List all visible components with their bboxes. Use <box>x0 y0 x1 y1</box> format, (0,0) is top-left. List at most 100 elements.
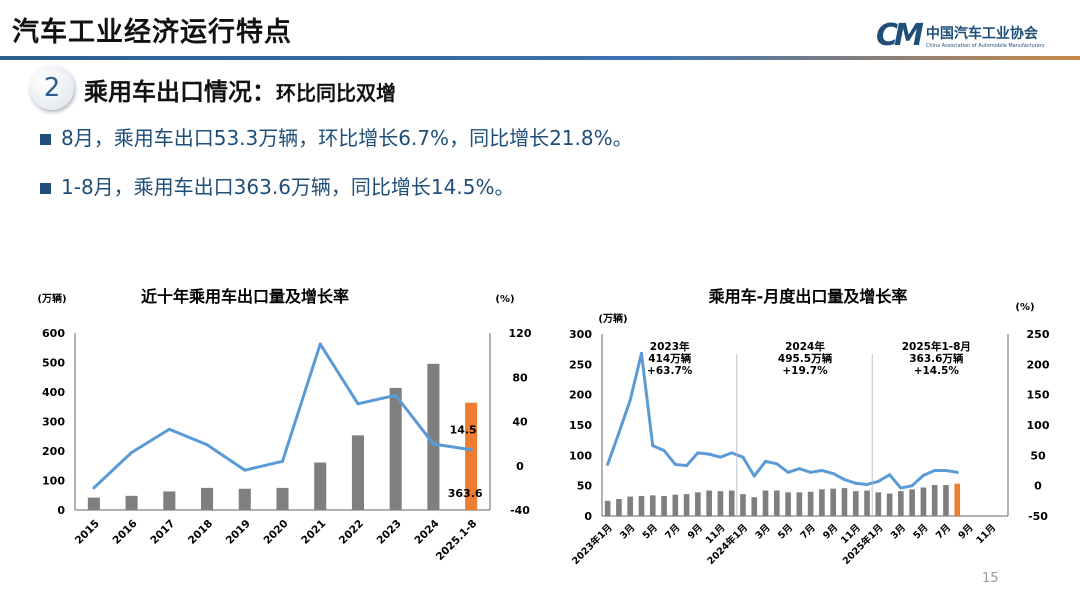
y2-tick-label: 100 <box>1027 419 1050 432</box>
line-point <box>797 467 801 471</box>
x-tick-label: 7月 <box>663 522 682 541</box>
header-divider <box>0 56 1080 60</box>
bar <box>740 494 746 516</box>
line-point <box>685 464 689 468</box>
line-point <box>356 402 360 406</box>
line-point <box>628 398 632 402</box>
y-tick-label: 100 <box>569 449 592 462</box>
data-label-growth: 14.5 <box>450 424 477 437</box>
line-point <box>696 451 700 455</box>
bar <box>852 491 859 516</box>
y-tick-label: 300 <box>569 328 592 341</box>
annotation-text: 2023年 <box>650 340 690 353</box>
bar <box>830 488 837 516</box>
bar <box>886 493 893 516</box>
annotation-text: 2025年1-8月 <box>902 340 971 353</box>
bar <box>87 497 100 510</box>
bar <box>238 488 251 510</box>
y-tick-label: 50 <box>577 480 593 493</box>
line-point <box>910 484 914 488</box>
section-title-main: 乘用车出口情况： <box>84 78 276 106</box>
growth-line <box>606 351 958 490</box>
bar <box>819 489 825 516</box>
line-point <box>809 470 813 474</box>
logo-cn: 中国汽车工业协会 <box>925 25 1038 42</box>
y2-tick-label: -50 <box>1028 510 1048 523</box>
chart-title: 近十年乘用车出口量及增长率 <box>141 287 349 306</box>
bar <box>695 492 701 516</box>
line-point <box>673 462 677 466</box>
line-point <box>662 448 666 452</box>
x-tick-label: 2016 <box>111 518 140 547</box>
bar <box>125 495 138 510</box>
line-point <box>888 473 892 477</box>
line-point <box>167 427 171 431</box>
line-point <box>651 444 655 448</box>
y2-tick-label: 80 <box>512 371 528 384</box>
y-tick-label: 300 <box>42 416 65 429</box>
bar <box>706 490 712 516</box>
bar <box>785 492 791 516</box>
line-point <box>606 462 610 466</box>
y-tick-label: 100 <box>42 475 65 488</box>
bar <box>807 491 814 516</box>
bar <box>841 488 848 516</box>
bar <box>638 495 645 516</box>
annotation-text: +14.5% <box>914 365 960 377</box>
y-tick-label: 150 <box>569 419 592 432</box>
y2-tick-label: 0 <box>516 460 524 473</box>
y-tick-label: 200 <box>569 389 592 402</box>
line-point <box>707 452 711 456</box>
annotation-text: 363.6万辆 <box>909 352 964 365</box>
line-point <box>865 482 869 486</box>
bar <box>465 402 478 510</box>
section-number: 2 <box>30 66 74 110</box>
bar <box>201 487 214 510</box>
bar <box>314 462 327 510</box>
logo-mark: CM <box>876 18 924 53</box>
y2-tick-label: 50 <box>1030 449 1046 462</box>
bar <box>627 496 634 516</box>
x-tick-label: 2017 <box>148 518 177 547</box>
caam-logo: CM 中国汽车工业协会 China Association of Automob… <box>876 18 1044 53</box>
x-tick-label: 2019 <box>224 518 253 547</box>
bullet-text: 1-8月，乘用车出口363.6万辆，同比增长14.5%。 <box>61 175 515 199</box>
y2-tick-label: 250 <box>1027 328 1050 341</box>
bar <box>604 500 611 516</box>
bar <box>683 494 690 516</box>
x-tick-label: 2018 <box>186 518 215 547</box>
line-point <box>130 450 134 454</box>
line-point <box>469 448 473 452</box>
bar <box>954 483 961 516</box>
annotation-text: 495.5万辆 <box>778 352 833 365</box>
line-point <box>730 451 734 455</box>
section-subtitle: 环比同比双增 <box>276 81 396 105</box>
bar <box>728 490 735 516</box>
bar <box>163 491 176 510</box>
x-tick-label: 2020 <box>261 518 290 547</box>
line-point <box>786 470 790 474</box>
bar <box>864 490 870 516</box>
y2-tick-label: 150 <box>1027 389 1050 402</box>
y-tick-label: 500 <box>42 357 65 370</box>
logo-en: China Association of Automobile Manufact… <box>925 42 1045 49</box>
chart-title: 乘用车-月度出口量及增长率 <box>708 287 908 306</box>
line-point <box>921 473 925 477</box>
y2-axis-unit: (%) <box>495 294 514 305</box>
x-tick-label: 2015 <box>73 518 102 547</box>
line-point <box>431 442 435 446</box>
line-point <box>955 470 959 474</box>
bar <box>717 491 724 516</box>
x-tick-label: 9月 <box>686 522 705 541</box>
x-tick-label: 11月 <box>974 522 998 546</box>
bar <box>751 497 758 516</box>
y-axis-unit: (万辆) <box>598 312 627 325</box>
data-label-volume: 363.6 <box>448 487 483 500</box>
x-tick-label: 3月 <box>753 522 772 541</box>
line-point <box>752 474 756 478</box>
x-tick-label: 5月 <box>776 522 795 541</box>
bullet-square-icon <box>40 183 51 194</box>
x-tick-label: 2021 <box>299 518 328 547</box>
x-tick-label: 2023年1月 <box>569 522 614 567</box>
